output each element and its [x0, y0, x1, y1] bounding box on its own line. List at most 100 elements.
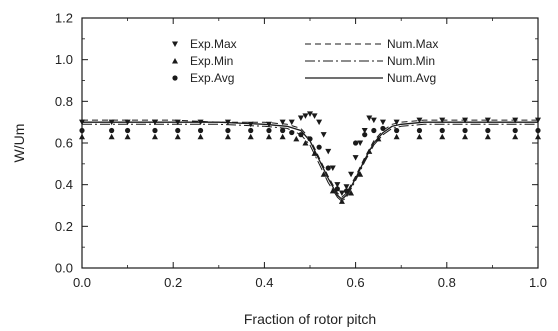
data-point-exp-avg: [225, 127, 231, 134]
data-point-exp-avg: [535, 127, 541, 134]
data-point-exp-avg: [439, 127, 445, 134]
data-point-exp-max: [366, 115, 373, 121]
data-point-exp-min: [329, 187, 336, 194]
legend-marker: [172, 75, 178, 81]
data-point-exp-max: [535, 117, 541, 124]
legend-label: Num.Min: [387, 54, 435, 68]
series-line-num-min: [82, 123, 538, 202]
data-point-exp-min: [108, 133, 115, 140]
data-point-exp-max: [320, 132, 327, 138]
data-point-exp-min: [338, 198, 345, 204]
data-point-exp-avg: [248, 127, 254, 134]
legend-label: Num.Max: [387, 37, 438, 51]
x-axis-title: Fraction of rotor pitch: [244, 311, 376, 327]
legend-label: Exp.Max: [190, 37, 237, 51]
data-point-exp-avg: [152, 127, 158, 134]
data-point-exp-max: [484, 117, 491, 124]
data-point-exp-avg: [197, 127, 204, 134]
data-point-exp-min: [439, 133, 446, 140]
plot-frame: [81, 17, 539, 269]
data-point-exp-avg: [316, 144, 322, 150]
data-point-exp-min: [393, 133, 400, 140]
data-point-exp-avg: [289, 129, 295, 136]
legend-marker: [172, 58, 178, 64]
data-point-exp-min: [512, 133, 519, 140]
data-point-exp-avg: [371, 127, 377, 134]
legend-label: Exp.Min: [190, 54, 233, 68]
data-point-exp-min: [293, 135, 300, 142]
data-point-exp-max: [302, 113, 309, 119]
legend-label: Num.Avg: [387, 71, 436, 85]
y-tick-label: 0.0: [55, 261, 73, 276]
y-tick-label: 0.4: [55, 177, 73, 192]
data-point-exp-min: [174, 133, 181, 140]
data-point-exp-max: [348, 171, 355, 178]
data-point-exp-min: [265, 133, 272, 140]
data-point-exp-min: [247, 133, 254, 140]
data-point-exp-max: [416, 117, 423, 124]
data-point-exp-min: [79, 133, 85, 140]
data-point-exp-avg: [353, 140, 359, 146]
data-point-exp-avg: [380, 125, 386, 132]
data-point-exp-max: [370, 117, 377, 124]
data-point-exp-avg: [125, 127, 131, 134]
x-tick-label: 0.0: [73, 275, 91, 290]
data-point-exp-avg: [362, 132, 368, 138]
data-point-exp-min: [224, 133, 231, 140]
data-point-exp-avg: [462, 127, 468, 134]
data-point-exp-min: [484, 133, 491, 140]
data-point-exp-min: [151, 133, 158, 140]
data-point-exp-max: [334, 182, 341, 188]
data-point-exp-max: [361, 128, 368, 134]
data-point-exp-max: [311, 113, 318, 119]
data-point-exp-min: [197, 133, 204, 140]
data-point-exp-min: [462, 133, 469, 140]
series-line-num-avg: [82, 121, 538, 200]
data-point-exp-max: [352, 155, 359, 161]
x-tick-label: 0.8: [438, 275, 456, 290]
legend-label: Exp.Avg: [190, 71, 234, 85]
data-point-exp-max: [307, 111, 313, 117]
data-point-exp-min: [348, 190, 355, 196]
data-point-exp-max: [329, 165, 336, 171]
data-point-exp-avg: [394, 127, 400, 134]
data-point-exp-min: [279, 133, 286, 140]
series-line-num-max: [82, 119, 538, 198]
data-point-exp-avg: [79, 127, 85, 134]
data-point-exp-min: [302, 140, 309, 146]
data-point-exp-avg: [175, 127, 181, 134]
x-tick-label: 0.2: [164, 275, 182, 290]
data-point-exp-max: [325, 148, 332, 155]
data-point-exp-avg: [485, 127, 491, 134]
data-point-exp-avg: [109, 127, 115, 134]
x-tick-label: 0.6: [347, 275, 365, 290]
data-point-exp-avg: [512, 127, 518, 134]
data-point-exp-max: [316, 119, 323, 126]
y-tick-label: 1.0: [55, 52, 73, 67]
y-axis-title: W/Um: [11, 124, 27, 163]
data-point-exp-max: [297, 115, 304, 121]
y-tick-label: 0.8: [55, 94, 73, 109]
data-point-exp-max: [288, 119, 295, 126]
legend-marker: [172, 41, 178, 47]
data-point-exp-min: [124, 133, 131, 140]
y-tick-label: 0.6: [55, 136, 73, 151]
data-point-exp-max: [279, 119, 286, 126]
data-point-exp-min: [357, 171, 364, 177]
data-point-exp-avg: [266, 127, 272, 134]
data-point-exp-max: [343, 184, 350, 190]
data-point-exp-max: [393, 119, 400, 126]
data-point-exp-avg: [416, 127, 423, 134]
y-tick-label: 1.2: [55, 11, 73, 26]
data-point-exp-avg: [325, 165, 331, 171]
y-tick-label: 0.2: [55, 219, 73, 234]
data-point-exp-avg: [280, 127, 286, 134]
data-point-exp-max: [379, 119, 386, 126]
data-point-exp-max: [338, 190, 345, 196]
data-point-exp-max: [357, 140, 364, 146]
data-point-exp-min: [535, 133, 541, 140]
x-tick-label: 0.4: [255, 275, 273, 290]
data-point-exp-min: [416, 133, 423, 140]
